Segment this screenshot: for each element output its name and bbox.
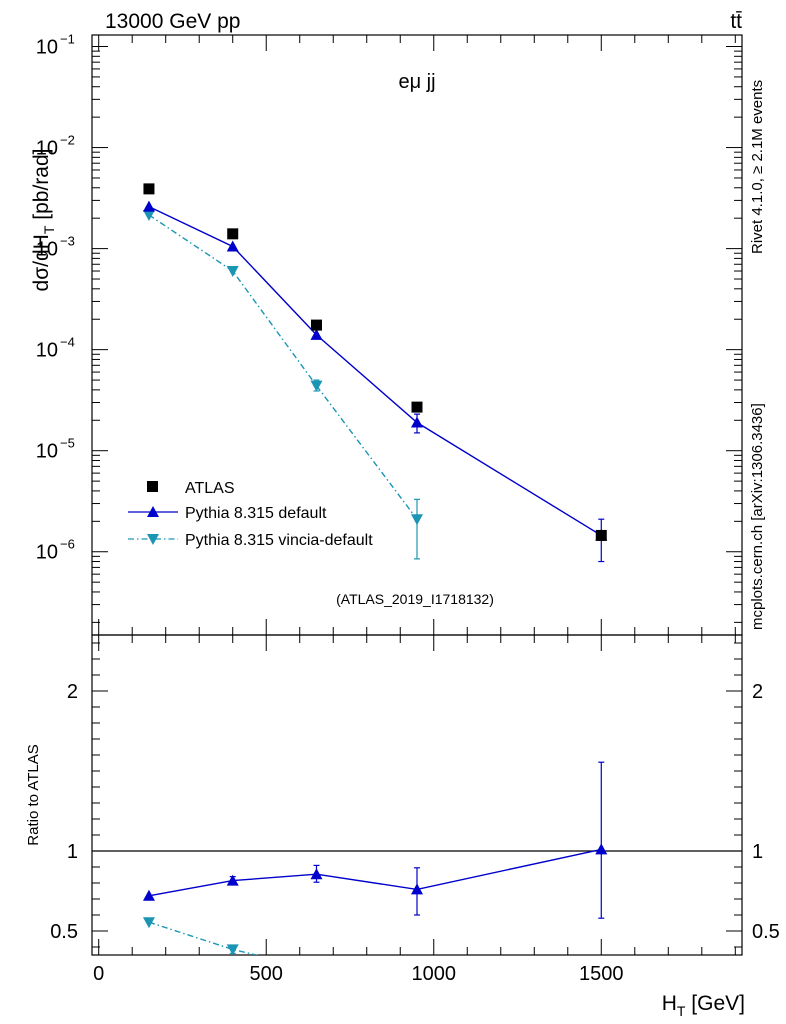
marker-triangle-up [142,200,155,212]
y-tick-label: 10 [36,542,58,564]
analysis-id: (ATLAS_2019_I1718132) [336,591,494,607]
marker-triangle-up [226,874,239,886]
ratio-ylabel: Ratio to ATLAS [25,744,42,845]
legend-label-vincia: Pythia 8.315 vincia-default [185,532,373,549]
ratio-y-tick-label-left: 0.5 [50,921,78,943]
legend: ATLAS Pythia 8.315 default Pythia 8.315 … [128,480,373,549]
y-tick-exponent: −1 [60,32,75,47]
marker-square [310,319,322,331]
marker-triangle-down [310,380,323,392]
x-tick-label: 500 [250,963,283,985]
marker-square [227,228,239,240]
legend-marker-vincia [147,534,159,545]
marker-triangle-up [411,416,423,428]
marker-triangle-up [595,843,608,855]
marker-square [595,529,607,541]
y-tick-label: 10 [36,37,58,59]
main-ylabel: dσ/dHT [pb/rad] [30,149,57,292]
y-tick-exponent: −2 [60,133,75,148]
y-tick-exponent: −6 [60,537,75,552]
x-tick-label: 0 [93,963,104,985]
process-label: tt̄ [730,10,742,33]
marker-triangle-up [310,868,323,880]
marker-square [411,401,423,413]
ratio-y-tick-label-left: 1 [67,841,78,863]
marker-triangle-down [142,917,155,929]
marker-triangle-up [411,883,423,895]
series-line [148,921,260,955]
ratio-y-tick-label-right: 0.5 [752,921,780,943]
side-note-mcplots: mcplots.cern.ch [arXiv:1306.3436] [749,403,766,630]
marker-triangle-up [226,240,239,252]
series-line [148,214,418,520]
marker-triangle-down [226,266,239,278]
y-tick-exponent: −3 [60,234,75,249]
legend-label-atlas: ATLAS [185,480,235,497]
series-line [148,848,602,897]
y-tick-label: 10 [36,340,58,362]
energy-label: 13000 GeV pp [105,10,240,33]
main-axis-ticks: 10−610−510−410−310−210−1 [36,32,742,635]
ratio-axis-ticks: 0.5 0.5 1 1 2 2 0 500 1000 1500 [50,635,780,985]
y-tick-exponent: −5 [60,436,75,451]
marker-square [143,183,155,195]
x-tick-label: 1500 [579,963,624,985]
main-series [142,183,608,563]
ratio-y-tick-label-right: 2 [752,681,763,703]
ratio-y-tick-label-left: 2 [67,681,78,703]
side-note-rivet: Rivet 4.1.0, ≥ 2.1M events [749,80,766,254]
marker-triangle-down [142,210,155,222]
legend-marker-default [147,506,159,517]
marker-triangle-up [142,889,155,901]
xlabel: HT [GeV] [662,992,745,1019]
marker-triangle-down [226,944,239,955]
ratio-frame [91,634,743,956]
channel-label: eμ jj [398,71,435,93]
y-tick-label: 10 [36,239,58,261]
y-tick-label: 10 [36,138,58,160]
y-tick-exponent: −4 [60,335,75,350]
marker-triangle-up [310,328,323,340]
legend-label-default: Pythia 8.315 default [185,505,327,522]
legend-marker-atlas [147,481,158,492]
x-tick-label: 1000 [412,963,457,985]
ratio-series [142,761,608,955]
marker-triangle-down [411,514,423,526]
ratio-y-tick-label-right: 1 [752,841,763,863]
y-tick-label: 10 [36,441,58,463]
